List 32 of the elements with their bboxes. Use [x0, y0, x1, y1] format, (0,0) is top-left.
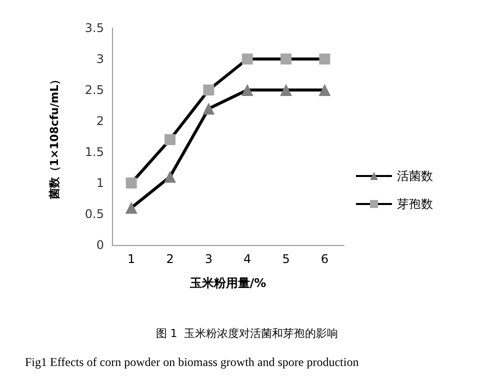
y-tick-label: 0.5 — [84, 207, 104, 221]
point — [164, 170, 176, 183]
x-tick-label: 6 — [320, 252, 328, 266]
x-tick-label: 1 — [128, 252, 136, 266]
y-tick-label: 1.5 — [84, 145, 104, 159]
legend-label: 活菌数 — [397, 169, 433, 183]
caption: 图 1 玉米粉浓度对活菌和芽孢的影响 — [156, 327, 338, 340]
point — [202, 102, 215, 115]
point — [280, 54, 292, 64]
x-tick-label: 3 — [204, 252, 212, 266]
y-tick-label: 2.5 — [84, 83, 104, 97]
point — [242, 54, 253, 64]
x-tick-label: 4 — [244, 252, 252, 266]
point — [241, 84, 254, 96]
x-tick-label: 5 — [282, 252, 290, 266]
point — [126, 178, 137, 188]
x-axis-title: 玉米粉用量/% — [188, 276, 266, 290]
point — [203, 84, 214, 96]
point — [125, 202, 138, 214]
y-tick-label: 0 — [96, 238, 104, 252]
y-tick-label: 3.5 — [84, 21, 104, 35]
legend-label: 芽孢数 — [397, 197, 433, 211]
y-tick-label: 3 — [96, 52, 104, 66]
y-tick-label: 1 — [96, 176, 104, 190]
point — [164, 134, 176, 146]
point — [280, 84, 292, 96]
caption: Fig1 Effects of corn powder on biomass growth and spore production — [25, 355, 359, 369]
point — [318, 84, 331, 96]
x-tick-label: 2 — [166, 252, 174, 266]
point — [319, 54, 330, 64]
y-axis-title: 菌数（1×108cfu/mL） — [48, 74, 61, 200]
y-tick-label: 2 — [96, 114, 104, 128]
